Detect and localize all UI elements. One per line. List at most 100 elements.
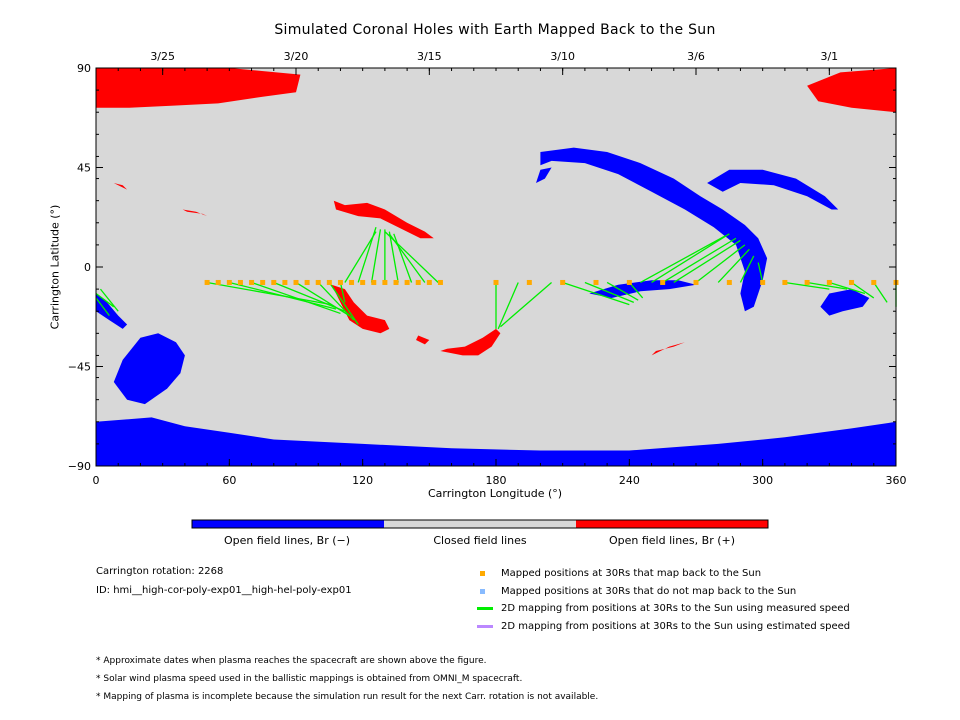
negative-coronal-hole <box>113 333 185 405</box>
negative-coronal-hole <box>707 169 839 210</box>
date-tick-label: 3/20 <box>284 50 309 63</box>
mapped-position-point <box>493 279 499 285</box>
mapped-position-point <box>849 279 855 285</box>
mapped-position-point <box>660 279 666 285</box>
mapped-position-point <box>204 279 210 285</box>
measured-speed-mapping-line <box>357 227 377 283</box>
mapped-position-point <box>826 279 832 285</box>
mapped-position-point <box>404 279 410 285</box>
mapped-position-point <box>526 279 532 285</box>
date-tick-label: 3/1 <box>820 50 838 63</box>
y-axis-label: Carrington Latitude (°) <box>48 204 62 330</box>
measured-speed-mapping-line <box>717 248 750 283</box>
chart-title: Simulated Coronal Holes with Earth Mappe… <box>274 22 716 38</box>
positive-coronal-hole <box>331 284 390 334</box>
measured-speed-mapping-line <box>851 281 875 299</box>
date-tick-label: 3/6 <box>687 50 705 63</box>
positive-coronal-hole <box>416 335 430 345</box>
date-tick-label: 3/25 <box>150 50 175 63</box>
legend-estimated: 2D mapping from positions at 30Rs to the… <box>477 619 850 633</box>
measured-speed-mapping-line <box>500 281 552 328</box>
date-tick-label: 3/10 <box>550 50 575 63</box>
measured-speed-mapping-line <box>562 281 630 306</box>
mapped-position-point <box>249 279 255 285</box>
colorbar-label-closed: Closed field lines <box>433 534 527 547</box>
legend-estimated-line-icon <box>477 624 493 628</box>
mapped-position-point <box>593 279 599 285</box>
negative-coronal-hole <box>536 167 552 183</box>
note-speed: * Solar wind plasma speed used in the ba… <box>96 674 523 684</box>
mapped-position-point <box>393 279 399 285</box>
measured-speed-mapping-line <box>651 233 730 284</box>
mapped-position-point <box>626 279 632 285</box>
legend-unmapped: Mapped positions at 30Rs that do not map… <box>477 584 796 598</box>
mapped-position-point <box>693 279 699 285</box>
run-id: ID: hmi__high-cor-poly-exp01__high-hel-p… <box>96 585 352 596</box>
measured-speed-mapping-line <box>384 231 439 283</box>
y-tick-label: 45 <box>77 162 91 175</box>
date-tick-label: 3/15 <box>417 50 442 63</box>
measured-speed-mapping-line <box>295 281 350 317</box>
plot-background <box>96 68 896 466</box>
legend-measured-line-icon <box>477 606 493 610</box>
measured-speed-mapping-line <box>606 281 639 301</box>
y-tick-label: 0 <box>84 261 91 274</box>
x-tick-label: 0 <box>93 474 100 487</box>
positive-coronal-hole <box>182 209 208 217</box>
mapped-position-point <box>426 279 432 285</box>
y-tick-label: −45 <box>68 361 91 374</box>
colorbar-negative <box>192 520 384 528</box>
mapped-position-point <box>560 279 566 285</box>
x-tick-label: 180 <box>486 474 507 487</box>
x-tick-label: 120 <box>352 474 373 487</box>
note-incomplete: * Mapping of plasma is incomplete becaus… <box>96 692 599 702</box>
mapped-position-point <box>260 279 266 285</box>
mapped-position-point <box>782 279 788 285</box>
colorbar-label-negative: Open field lines, Br (−) <box>223 534 351 547</box>
mapped-position-point <box>804 279 810 285</box>
measured-speed-mapping-line <box>95 297 110 317</box>
measured-speed-mapping-line <box>344 231 377 283</box>
x-tick-label: 60 <box>222 474 236 487</box>
measured-speed-mapping-line <box>640 235 726 284</box>
measured-speed-mapping-line <box>757 262 764 283</box>
mapped-position-point <box>326 279 332 285</box>
mapped-position-point <box>871 279 877 285</box>
mapped-position-point <box>415 279 421 285</box>
positive-coronal-hole <box>96 68 301 108</box>
measured-speed-mapping-line <box>95 293 115 308</box>
positive-coronal-hole <box>807 68 896 113</box>
measured-speed-mapping-line <box>339 282 346 303</box>
mapped-position-point <box>304 279 310 285</box>
legend-measured: 2D mapping from positions at 30Rs to the… <box>477 601 850 615</box>
measured-speed-mapping-line <box>662 237 737 284</box>
mapped-position-point <box>337 279 343 285</box>
negative-coronal-hole <box>820 289 870 316</box>
mapped-position-point <box>360 279 366 285</box>
mapped-position-point <box>382 279 388 285</box>
mapped-position-point <box>349 279 355 285</box>
x-tick-label: 300 <box>752 474 773 487</box>
measured-speed-mapping-line <box>206 281 332 306</box>
measured-speed-mapping-line <box>393 233 413 283</box>
colorbar-positive <box>576 520 768 528</box>
negative-coronal-hole <box>589 280 696 298</box>
measured-speed-mapping-line <box>584 281 635 303</box>
measured-speed-mapping-line <box>673 239 741 284</box>
positive-coronal-hole <box>113 183 128 190</box>
colorbar <box>191 519 769 529</box>
measured-speed-mapping-line <box>628 282 644 299</box>
legend-unmapped-label: Mapped positions at 30Rs that do not map… <box>501 585 797 597</box>
note-dates: * Approximate dates when plasma reaches … <box>96 656 487 666</box>
measured-speed-mapping-line <box>370 229 382 283</box>
positive-coronal-hole <box>333 200 434 239</box>
positive-coronal-hole <box>651 342 685 356</box>
measured-speed-mapping-line <box>829 281 866 295</box>
colorbar-label-positive: Open field lines, Br (+) <box>608 534 736 547</box>
legend-estimated-label: 2D mapping from positions at 30Rs to the… <box>501 620 851 632</box>
negative-coronal-hole <box>540 147 768 312</box>
measured-speed-mapping-line <box>273 281 346 312</box>
negative-coronal-hole <box>96 293 128 329</box>
measured-speed-mapping-line <box>328 282 359 325</box>
